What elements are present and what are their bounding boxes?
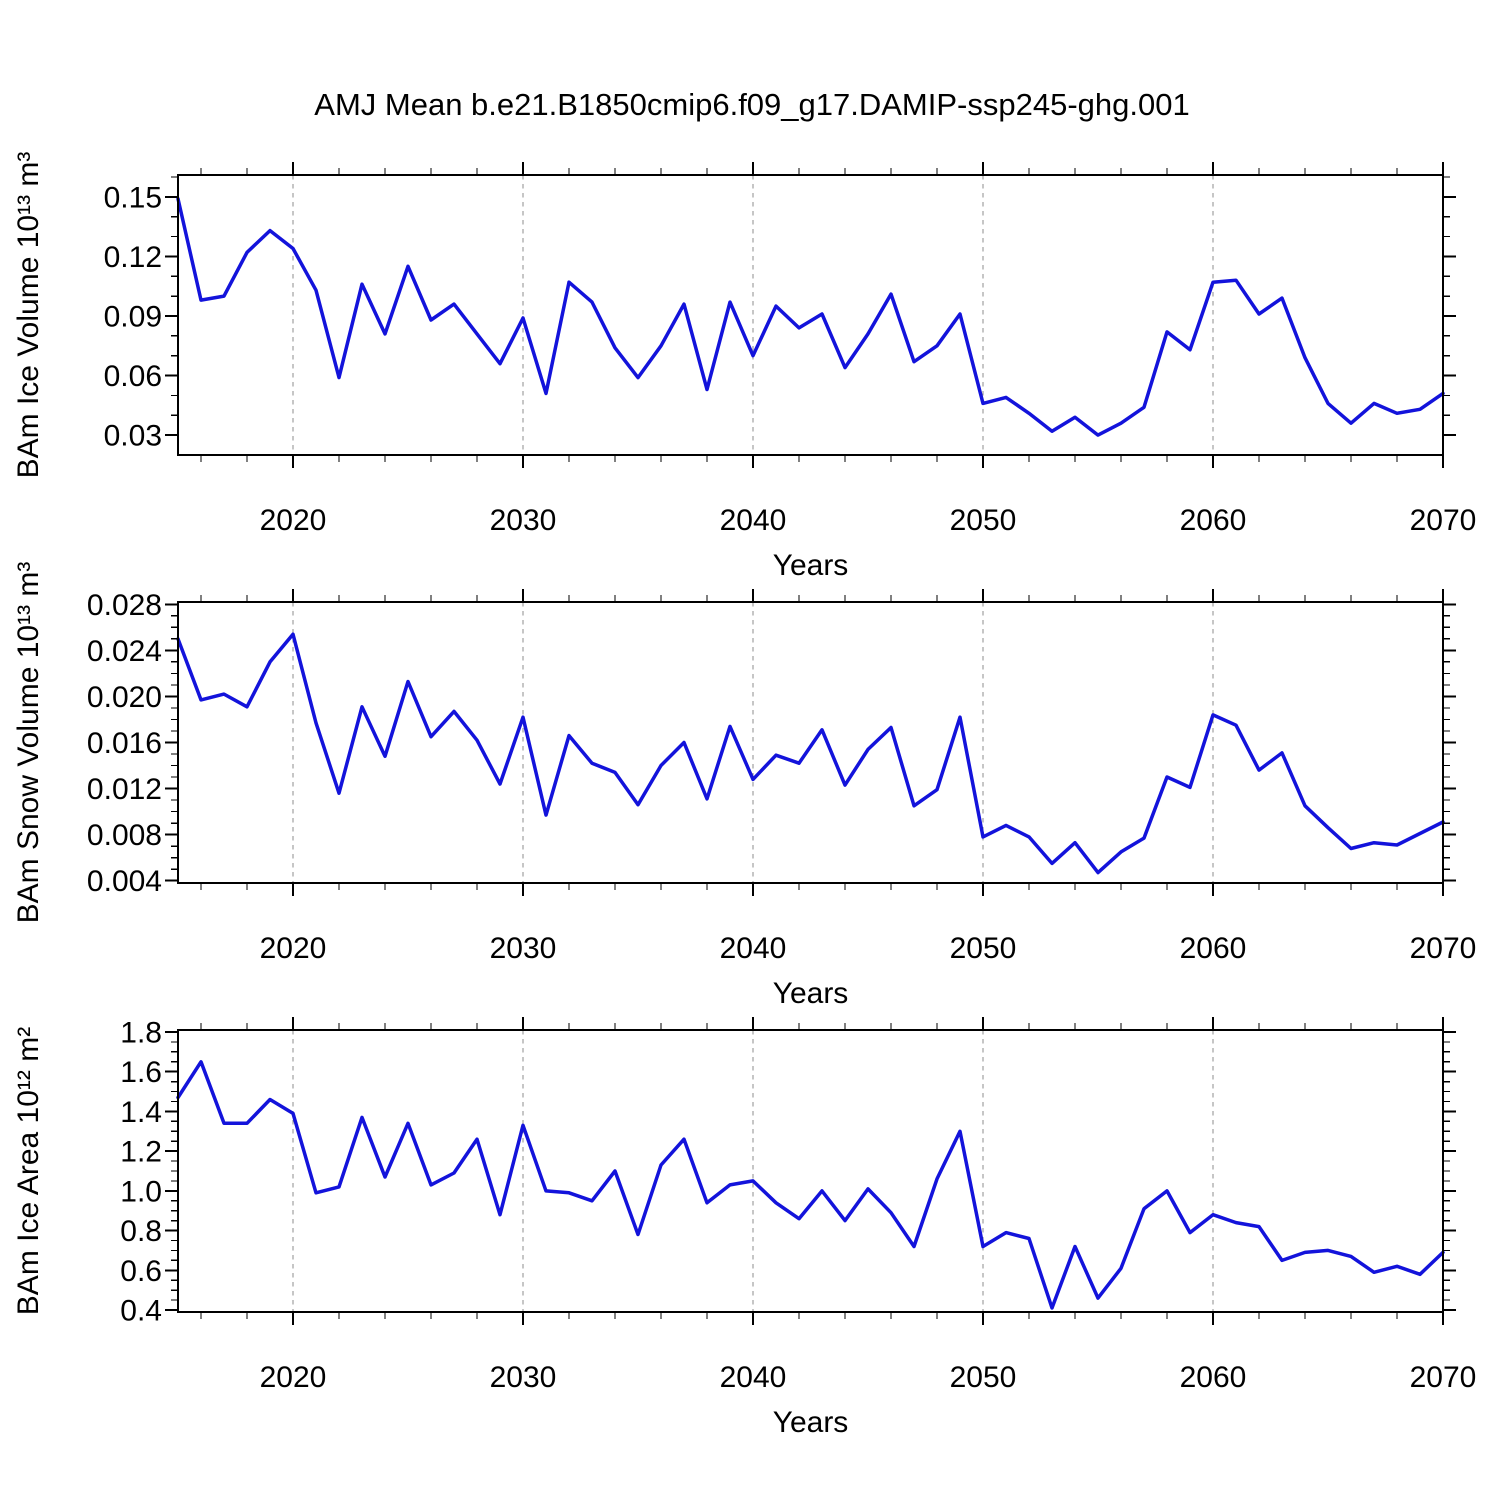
y-tick-label: 1.6 <box>120 1056 162 1089</box>
x-tick-label: 2020 <box>260 504 327 537</box>
axis-box <box>177 174 1444 456</box>
x-tick-label: 2040 <box>720 504 787 537</box>
x-axis-title: Years <box>773 977 849 1010</box>
x-tick-label: 2020 <box>260 1361 327 1394</box>
x-tick-label: 2040 <box>720 1361 787 1394</box>
x-tick-label: 2050 <box>950 1361 1017 1394</box>
axis-box <box>177 601 1444 884</box>
y-tick-label: 0.024 <box>87 635 162 668</box>
x-tick-label: 2030 <box>490 504 557 537</box>
y-tick-label: 1.4 <box>120 1096 162 1129</box>
chart-bam-snow-volume: 2020 2030 2040 2050 2060 2070 0.004 0.008 0.012 0… <box>12 562 1476 1010</box>
x-tick-label: 2050 <box>950 932 1017 965</box>
chart-bam-ice-area: 2020 2030 2040 2050 2060 2070 0.4 0.6 0.8 1.0 1.2 1… <box>12 1016 1476 1439</box>
y-tick-label: 0.03 <box>104 420 162 453</box>
data-line-bam-ice-volume <box>176 197 1445 437</box>
y-tick-label: 1.8 <box>120 1016 162 1049</box>
y-tick-label: 0.004 <box>87 865 162 898</box>
y-tick-label: 0.15 <box>104 181 162 214</box>
x-tick-label: 2060 <box>1180 932 1247 965</box>
y-tick-label: 0.09 <box>104 300 162 333</box>
y-tick-label: 0.8 <box>120 1215 162 1248</box>
y-tick-label: 0.028 <box>87 589 162 622</box>
y-tick-label: 1.0 <box>120 1175 162 1208</box>
y-tick-label: 1.2 <box>120 1136 162 1169</box>
y-tick-label: 0.06 <box>104 360 162 393</box>
data-line-bam-snow-volume <box>176 632 1445 875</box>
x-tick-label: 2050 <box>950 504 1017 537</box>
axis-box <box>177 1029 1444 1313</box>
chart-bam-ice-volume: 2020 2030 2040 2050 2060 2070 0.03 0.06 0.09 0.12… <box>12 152 1476 582</box>
figure-title: AMJ Mean b.e21.B1850cmip6.f09_g17.DAMIP-… <box>314 87 1190 122</box>
x-axis-title: Years <box>773 549 849 582</box>
y-tick-label: 0.12 <box>104 241 162 274</box>
x-axis-title: Years <box>773 1406 849 1439</box>
x-tick-label: 2030 <box>490 932 557 965</box>
y-axis-title: BAm Snow Volume 10¹³ m³ <box>12 562 45 924</box>
x-tick-label: 2070 <box>1410 932 1477 965</box>
y-tick-label: 0.008 <box>87 819 162 852</box>
x-tick-label: 2030 <box>490 1361 557 1394</box>
y-axis-title: BAm Ice Area 10¹² m² <box>12 1027 45 1315</box>
y-axis-title: BAm Ice Volume 10¹³ m³ <box>12 152 45 479</box>
x-tick-label: 2020 <box>260 932 327 965</box>
x-tick-label: 2070 <box>1410 504 1477 537</box>
y-tick-label: 0.012 <box>87 773 162 806</box>
x-tick-label: 2070 <box>1410 1361 1477 1394</box>
y-tick-label: 0.6 <box>120 1255 162 1288</box>
data-line-bam-ice-area <box>176 1060 1445 1310</box>
y-tick-label: 0.020 <box>87 681 162 714</box>
y-tick-label: 0.4 <box>120 1295 162 1328</box>
x-tick-label: 2060 <box>1180 504 1247 537</box>
x-tick-label: 2060 <box>1180 1361 1247 1394</box>
x-tick-label: 2040 <box>720 932 787 965</box>
y-tick-label: 0.016 <box>87 727 162 760</box>
